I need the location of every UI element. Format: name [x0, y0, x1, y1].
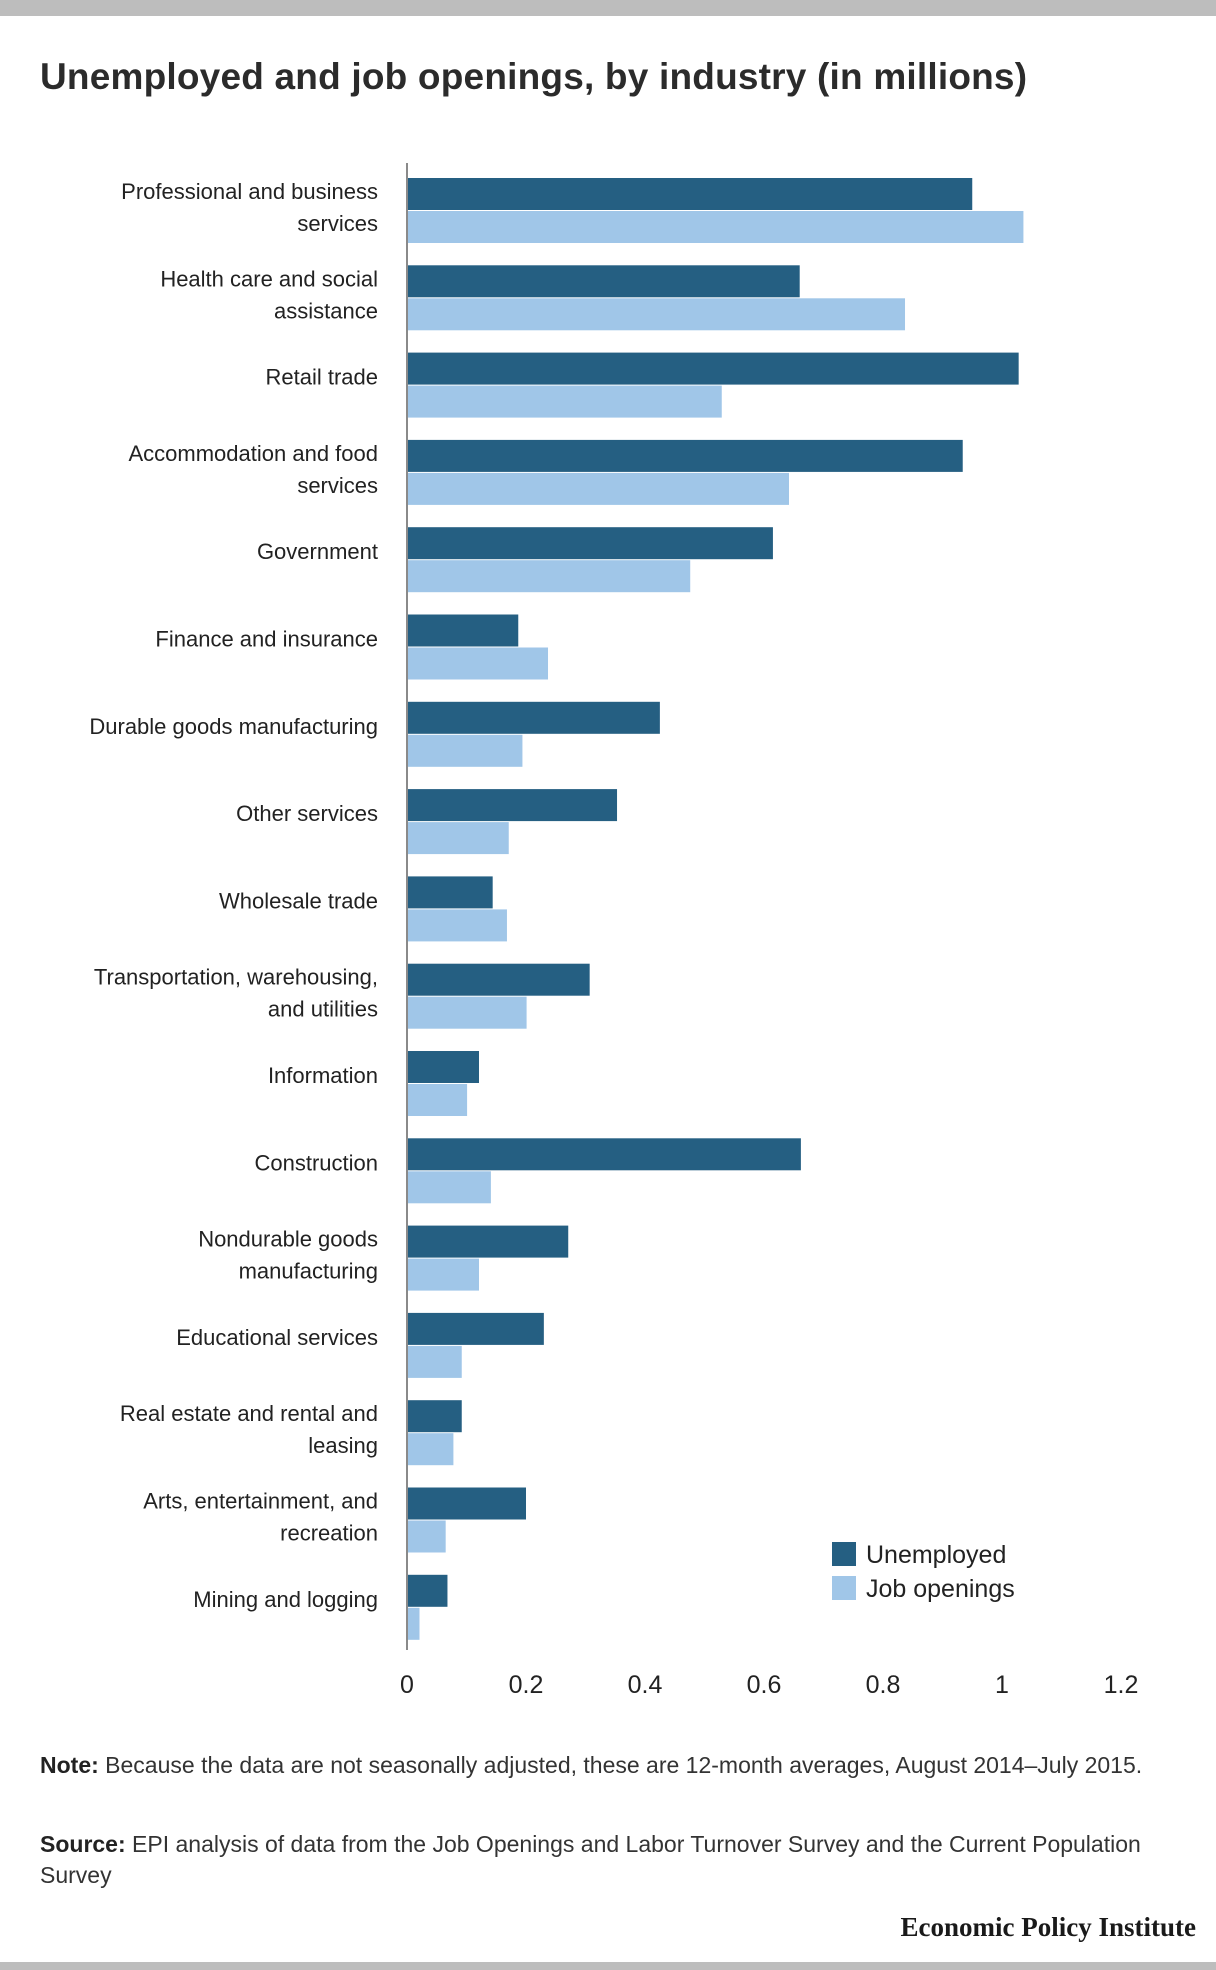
category-label: Durable goods manufacturing	[89, 714, 378, 739]
unemployed-bar	[407, 1487, 526, 1520]
unemployed-bar	[407, 1574, 448, 1607]
job-openings-bar	[407, 1345, 462, 1378]
job-openings-bar	[407, 1258, 479, 1291]
legend-label: Job openings	[866, 1575, 1015, 1603]
x-tick-label: 0	[400, 1671, 414, 1699]
unemployed-bar	[407, 963, 590, 996]
unemployed-bar	[407, 1138, 801, 1171]
source-label: Source:	[40, 1831, 126, 1857]
unemployed-bar	[407, 701, 660, 734]
job-openings-bar	[407, 385, 722, 418]
unemployed-bar	[407, 789, 618, 822]
category-label: Wholesale trade	[219, 888, 378, 913]
x-tick-label: 1	[995, 1671, 1009, 1699]
job-openings-bar	[407, 298, 906, 331]
category-label: Information	[268, 1063, 378, 1088]
x-tick-label: 0.4	[628, 1671, 663, 1699]
brand-logo: Economic Policy Institute	[900, 1912, 1196, 1942]
category-label: Mining and logging	[193, 1587, 378, 1612]
legend-swatch	[832, 1576, 856, 1600]
bottom-border	[0, 1962, 1216, 1970]
unemployed-bar	[407, 439, 963, 472]
unemployed-bar	[407, 614, 519, 647]
unemployed-bar	[407, 527, 773, 560]
category-label: Educational services	[176, 1325, 378, 1350]
category-label: Real estate and rental and leasing	[120, 1401, 378, 1458]
job-openings-bar	[407, 472, 789, 505]
unemployed-bar	[407, 1225, 569, 1258]
unemployed-bar	[407, 876, 493, 909]
job-openings-bar	[407, 1433, 454, 1466]
category-label: Government	[257, 539, 378, 564]
category-label: Other services	[236, 801, 378, 826]
source-text: EPI analysis of data from the Job Openin…	[40, 1831, 1141, 1888]
job-openings-bar	[407, 647, 549, 680]
chart-note: Note: Because the data are not seasonall…	[40, 1750, 1170, 1781]
note-text: Because the data are not seasonally adju…	[98, 1752, 1143, 1778]
chart-source: Source: EPI analysis of data from the Jo…	[40, 1829, 1170, 1891]
x-tick-label: 0.2	[509, 1671, 544, 1699]
job-openings-bar	[407, 1607, 420, 1640]
unemployed-bar	[407, 178, 973, 210]
legend-label: Unemployed	[866, 1541, 1006, 1569]
unemployed-bar	[407, 265, 800, 298]
job-openings-bar	[407, 996, 527, 1029]
category-label: Health care and social assistance	[160, 266, 378, 323]
category-label: Construction	[254, 1150, 378, 1175]
category-label: Nondurable goods manufacturing	[198, 1227, 378, 1284]
job-openings-bar	[407, 560, 691, 593]
category-label: Accommodation and food services	[129, 441, 379, 498]
unemployed-bar	[407, 1051, 479, 1083]
x-tick-label: 0.6	[747, 1671, 782, 1699]
category-label: Professional and business services	[121, 179, 378, 236]
bar-chart: Professional and business services Health …	[89, 163, 1139, 1699]
top-border	[0, 0, 1216, 16]
job-openings-bar	[407, 822, 509, 855]
category-label: Finance and insurance	[155, 627, 378, 652]
category-label: Arts, entertainment, and recreation	[143, 1489, 378, 1546]
job-openings-bar	[407, 211, 1024, 243]
job-openings-bar	[407, 734, 523, 767]
job-openings-bar	[407, 1520, 446, 1553]
legend-swatch	[832, 1542, 856, 1566]
unemployed-bar	[407, 1400, 462, 1433]
unemployed-bar	[407, 1312, 544, 1345]
job-openings-bar	[407, 1084, 468, 1116]
job-openings-bar	[407, 1171, 491, 1204]
category-label: Transportation, warehousing, and utilitie…	[94, 965, 378, 1022]
x-tick-label: 0.8	[866, 1671, 901, 1699]
category-label: Retail trade	[265, 365, 378, 390]
unemployed-bar	[407, 352, 1019, 385]
job-openings-bar	[407, 909, 507, 942]
x-tick-label: 1.2	[1104, 1671, 1139, 1699]
note-label: Note:	[40, 1752, 99, 1778]
chart-title: Unemployed and job openings, by industry…	[40, 56, 1028, 97]
